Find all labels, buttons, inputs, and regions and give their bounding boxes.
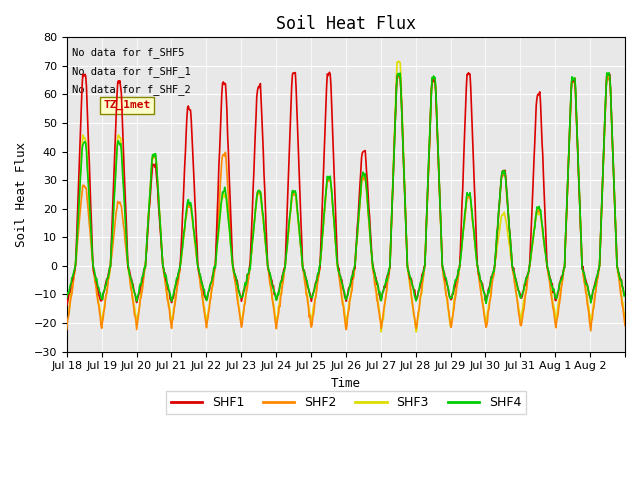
Title: Soil Heat Flux: Soil Heat Flux (276, 15, 416, 33)
Text: No data for f_SHF5: No data for f_SHF5 (72, 47, 185, 58)
X-axis label: Time: Time (331, 377, 361, 390)
Text: TZ_1met: TZ_1met (103, 100, 150, 110)
Text: No data for f_SHF_2: No data for f_SHF_2 (72, 84, 191, 96)
Y-axis label: Soil Heat Flux: Soil Heat Flux (15, 142, 28, 247)
Text: No data for f_SHF_1: No data for f_SHF_1 (72, 66, 191, 76)
Legend: SHF1, SHF2, SHF3, SHF4: SHF1, SHF2, SHF3, SHF4 (166, 391, 526, 414)
